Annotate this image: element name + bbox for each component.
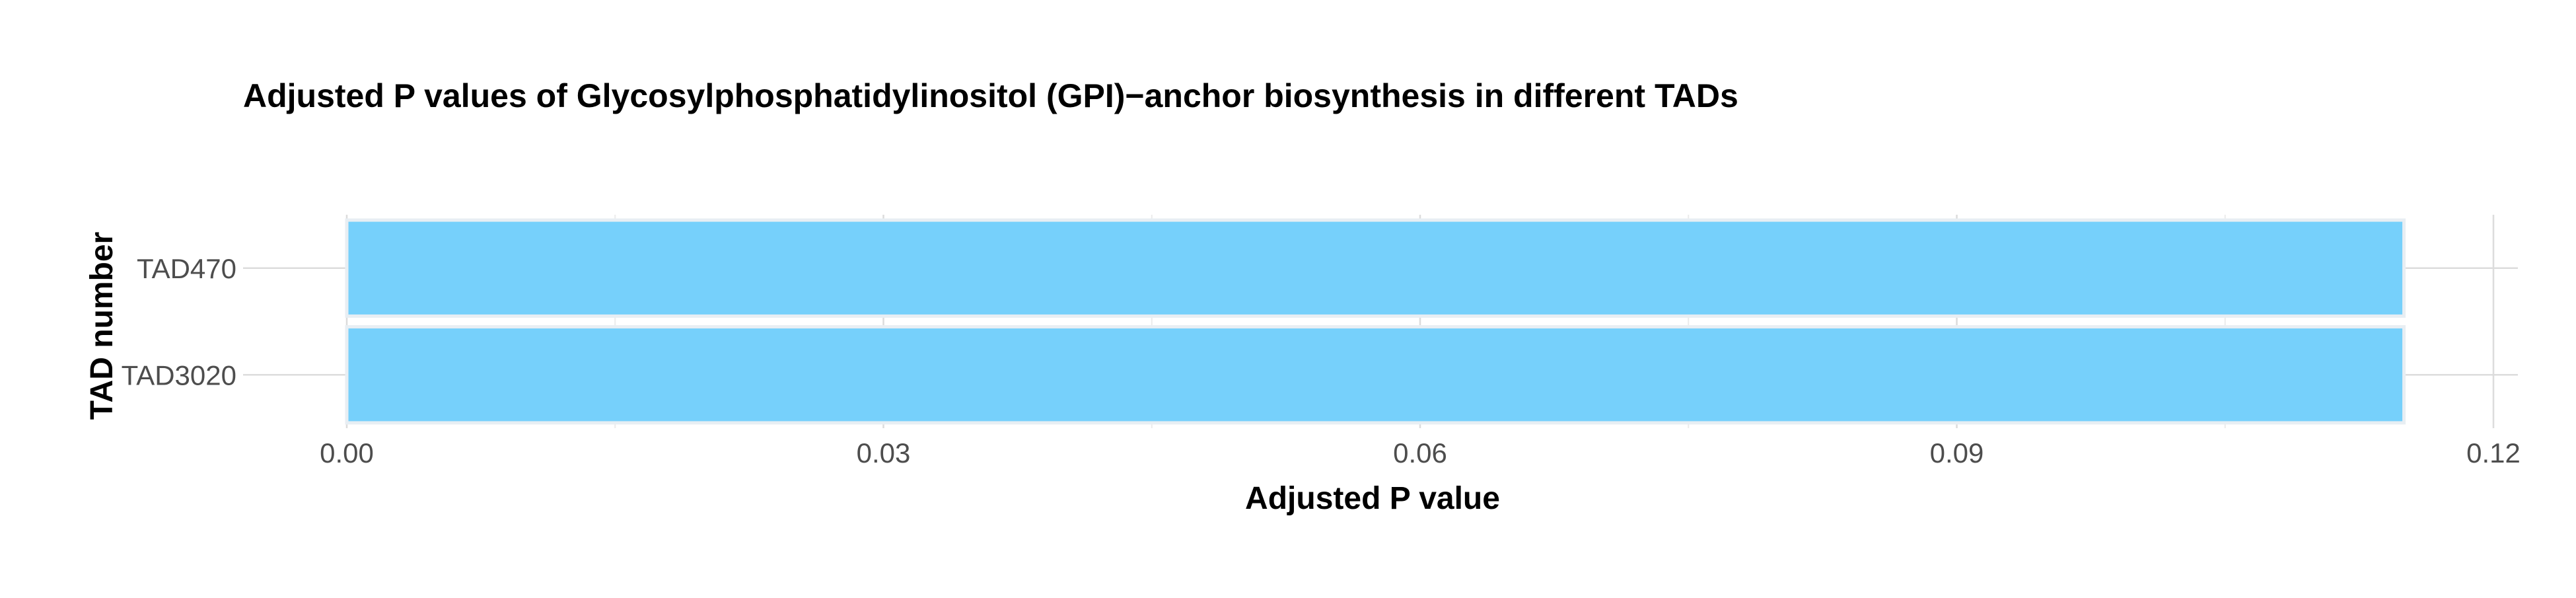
- x-tick-label: 0.09: [1930, 437, 1984, 468]
- x-axis-title: Adjusted P value: [1245, 481, 1500, 516]
- bars-layer: [345, 218, 2406, 425]
- x-tick-label: 0.06: [1393, 437, 1447, 468]
- bar-tad3020: [345, 325, 2406, 425]
- x-tick-label: 0.03: [857, 437, 911, 468]
- x-tick-label: 0.12: [2466, 437, 2521, 468]
- x-tick-label: 0.00: [320, 437, 374, 468]
- y-tick-label: TAD470: [137, 253, 236, 284]
- bar-tad470: [345, 218, 2406, 318]
- tick-labels-layer: TAD470 TAD3020 0.00 0.03 0.06 0.09 0.12: [122, 253, 2521, 468]
- y-tick-label: TAD3020: [122, 359, 236, 391]
- y-axis-title: TAD number: [85, 232, 120, 420]
- chart-title: Adjusted P values of Glycosylphosphatidy…: [243, 77, 1738, 114]
